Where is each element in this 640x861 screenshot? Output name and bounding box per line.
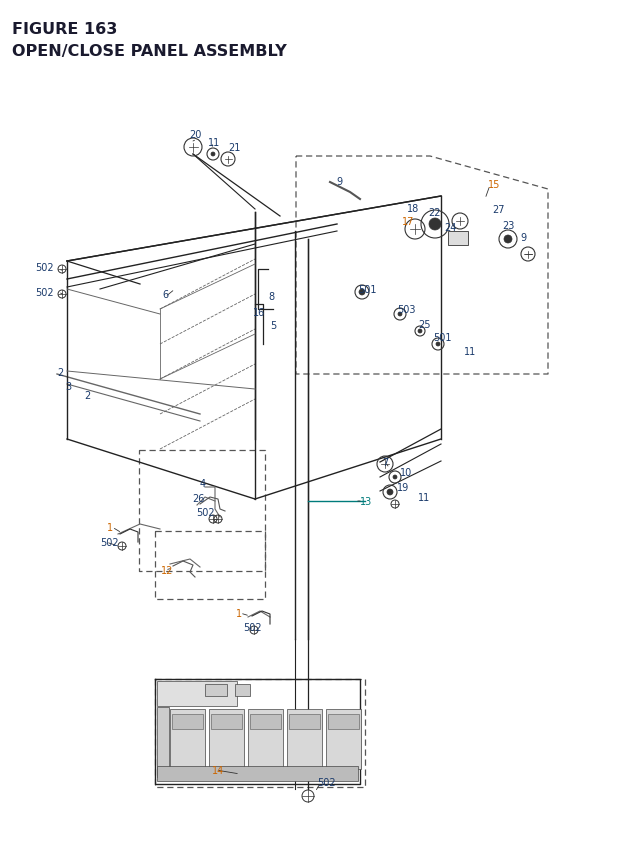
Text: 2: 2	[57, 368, 63, 378]
Circle shape	[393, 475, 397, 480]
Text: 502: 502	[35, 288, 54, 298]
Bar	[250, 714, 281, 729]
Text: 502: 502	[243, 623, 262, 632]
Bar	[172, 714, 203, 729]
Text: 6: 6	[162, 289, 168, 300]
Text: 502: 502	[35, 263, 54, 273]
Text: 26: 26	[192, 493, 204, 504]
Text: 502: 502	[196, 507, 214, 517]
Text: 1: 1	[236, 608, 242, 618]
Text: 11: 11	[464, 347, 476, 356]
Text: 3: 3	[65, 381, 71, 392]
Bar	[205, 684, 227, 697]
Circle shape	[211, 152, 215, 157]
Bar	[209, 709, 244, 769]
Text: 502: 502	[317, 777, 335, 787]
Text: 2: 2	[84, 391, 90, 400]
Text: 24: 24	[444, 223, 456, 232]
Text: 21: 21	[228, 143, 241, 152]
Circle shape	[429, 219, 441, 231]
Circle shape	[398, 313, 402, 317]
Text: 23: 23	[502, 220, 515, 231]
Bar	[170, 709, 205, 769]
Text: 9: 9	[520, 232, 526, 243]
Circle shape	[359, 289, 365, 295]
Bar	[157, 707, 169, 777]
Text: 501: 501	[358, 285, 376, 294]
Text: 27: 27	[492, 205, 504, 214]
Circle shape	[387, 489, 393, 495]
Text: 503: 503	[397, 305, 415, 314]
Text: 25: 25	[418, 319, 431, 330]
Bar	[157, 766, 358, 781]
Text: 16: 16	[253, 307, 265, 318]
Circle shape	[418, 330, 422, 333]
Bar	[328, 714, 359, 729]
Text: 8: 8	[268, 292, 274, 301]
Text: FIGURE 163: FIGURE 163	[12, 22, 117, 37]
Circle shape	[436, 343, 440, 347]
Bar	[448, 232, 468, 245]
Text: 13: 13	[360, 497, 372, 506]
Text: 9: 9	[336, 177, 342, 187]
Text: 11: 11	[208, 138, 220, 148]
Circle shape	[504, 236, 512, 244]
Bar	[289, 714, 320, 729]
Text: 7: 7	[382, 457, 388, 468]
Text: 15: 15	[488, 180, 500, 189]
Text: 10: 10	[400, 468, 412, 478]
Text: 20: 20	[189, 130, 202, 139]
Text: 22: 22	[428, 208, 440, 218]
Text: 17: 17	[402, 217, 414, 226]
Text: OPEN/CLOSE PANEL ASSEMBLY: OPEN/CLOSE PANEL ASSEMBLY	[12, 44, 287, 59]
Text: 12: 12	[161, 566, 173, 575]
Text: 18: 18	[407, 204, 419, 214]
Text: 4: 4	[200, 479, 206, 488]
Bar	[326, 709, 361, 769]
Text: 1: 1	[107, 523, 113, 532]
Text: 501: 501	[433, 332, 451, 343]
Bar	[235, 684, 250, 697]
Text: 502: 502	[100, 537, 118, 548]
Text: 19: 19	[397, 482, 409, 492]
Text: 14: 14	[212, 765, 224, 775]
Text: 11: 11	[418, 492, 430, 503]
Bar	[211, 714, 242, 729]
Bar	[287, 709, 322, 769]
Bar	[248, 709, 283, 769]
Text: 5: 5	[270, 320, 276, 331]
Bar	[157, 681, 237, 706]
